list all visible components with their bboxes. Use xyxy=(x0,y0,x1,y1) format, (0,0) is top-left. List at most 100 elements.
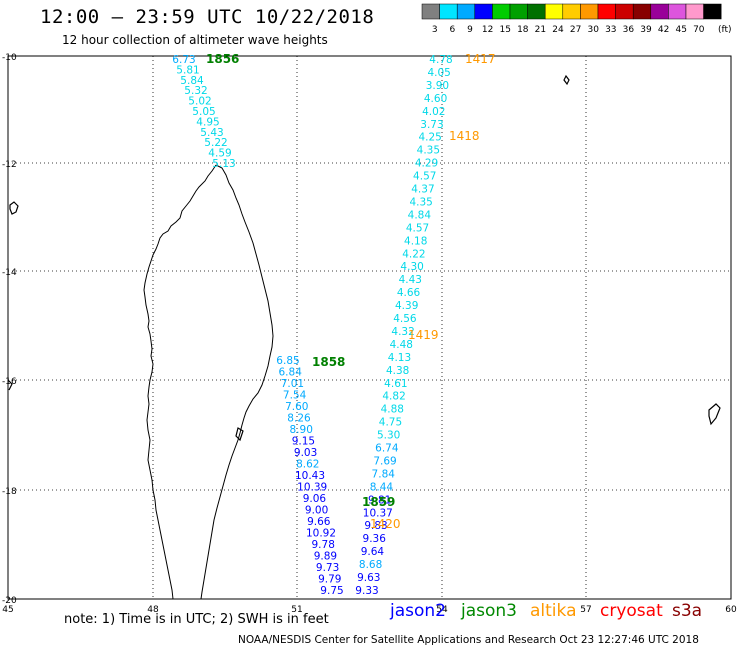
track-1417-value: 9.83 xyxy=(364,520,387,532)
legend-tick-label: 15 xyxy=(499,25,510,35)
legend-unit: (ft) xyxy=(718,25,732,35)
lon-tick-label: 51 xyxy=(291,605,302,615)
legend-tick-label: 36 xyxy=(623,25,635,35)
pass-label-1856: 1856 xyxy=(206,52,239,66)
track-1858-value: 7.01 xyxy=(281,378,304,390)
legend-tick-label: 39 xyxy=(640,25,652,35)
legend-tick-label: 9 xyxy=(467,25,473,35)
track-1856-value: 5.43 xyxy=(200,127,223,139)
color-legend: 3 6 9 12 15 18 21 24 27 30 33 36 39 42 45 70 (ft) xyxy=(421,3,732,35)
track-1417-value: 7.69 xyxy=(373,455,396,467)
track-1858-value: 8.26 xyxy=(287,413,311,425)
pass-label-1419: 1419 xyxy=(408,328,439,342)
legend-tick-label: 42 xyxy=(658,25,669,35)
credit-line: NOAA/NESDIS Center for Satellite Applica… xyxy=(238,634,699,646)
track-1856-value: 5.32 xyxy=(184,85,207,97)
track-1417-value: 4.30 xyxy=(400,261,423,273)
legend-tick-label: 27 xyxy=(570,25,581,35)
satellite-legend-jason2: jason2 xyxy=(390,601,446,621)
track-1417-value: 4.48 xyxy=(390,339,413,351)
legend-tick-label: 21 xyxy=(535,25,546,35)
track-1858-value: 9.78 xyxy=(312,539,335,551)
pass-label-1418: 1418 xyxy=(449,129,480,143)
lat-tick-label: -10 xyxy=(2,53,17,63)
track-1417-value: 4.25 xyxy=(418,132,441,144)
track-1858-value: 7.54 xyxy=(283,390,307,402)
track-1417-value: 5.30 xyxy=(377,430,400,442)
legend-tick-label: 6 xyxy=(450,25,456,35)
track-1858-value: 8.62 xyxy=(296,459,319,471)
map-frame xyxy=(7,55,732,600)
track-1858-value: 9.15 xyxy=(292,436,315,448)
legend-swatch xyxy=(703,3,722,20)
track-1856-value: 6.73 xyxy=(172,54,195,66)
track-1858-value: 6.84 xyxy=(279,367,303,379)
footer-note: note: 1) Time is in UTC; 2) SWH is in fe… xyxy=(64,612,329,627)
track-1417-value: 4.29 xyxy=(415,158,438,170)
satellite-legend-cryosat: cryosat xyxy=(600,601,663,621)
track-1858-value: 6.85 xyxy=(276,355,299,367)
track-1417-value: 4.82 xyxy=(382,391,405,403)
track-1417-value: 4.39 xyxy=(395,300,418,312)
track-1417-value: 4.66 xyxy=(397,287,421,299)
lon-tick-label: 54 xyxy=(436,605,448,615)
satellite-legend-jason3: jason3 xyxy=(461,601,517,621)
track-1417-value: 4.61 xyxy=(384,378,407,390)
track-1417-value: 8.44 xyxy=(370,481,394,493)
track-1417-value: 9.64 xyxy=(361,546,385,558)
track-1858-value: 9.00 xyxy=(305,505,328,517)
track-1858-value: 8.90 xyxy=(290,424,313,436)
legend-tick-label: 18 xyxy=(517,25,529,35)
track-1417-value: 3.73 xyxy=(420,119,443,131)
track-1417-value: 4.37 xyxy=(411,184,434,196)
track-1417-value: 4.22 xyxy=(402,248,425,260)
madagascar-coastline xyxy=(143,164,217,600)
track-1417-value: 8.68 xyxy=(359,559,382,571)
track-1417-value: 4.75 xyxy=(379,417,402,429)
satellite-legend-s3a: s3a xyxy=(672,601,703,621)
lat-tick-label: -12 xyxy=(2,160,17,170)
legend-tick-label: 33 xyxy=(605,25,616,35)
track-1858-value: 10.92 xyxy=(306,528,336,540)
legend-tick-label: 30 xyxy=(587,25,599,35)
track-1858-value: 9.79 xyxy=(318,574,341,586)
track-1417-value: 7.84 xyxy=(372,468,396,480)
track-1417-value: 4.84 xyxy=(408,209,432,221)
track-1417-value: 10.37 xyxy=(363,507,393,519)
track-1858-value: 9.66 xyxy=(307,516,331,528)
track-1856-value: 5.05 xyxy=(192,106,215,118)
lon-tick-label: 45 xyxy=(2,605,13,615)
track-1417-value: 9.33 xyxy=(355,585,378,597)
lon-tick-label: 48 xyxy=(147,605,159,615)
track-1417-value: 3.90 xyxy=(426,80,449,92)
legend-tick-label: 45 xyxy=(675,25,686,35)
island-coastline xyxy=(235,427,244,442)
track-1417-value: 4.57 xyxy=(413,171,436,183)
lat-tick-label: -20 xyxy=(2,596,17,606)
track-1856-value: 5.84 xyxy=(180,75,204,87)
track-1858-value: 9.73 xyxy=(316,562,339,574)
track-1417-value: 9.63 xyxy=(357,572,380,584)
legend-tick-label: 3 xyxy=(432,25,438,35)
track-1858-value: 9.03 xyxy=(294,447,317,459)
track-1417-value: 4.35 xyxy=(409,196,432,208)
island-coastline xyxy=(9,201,19,215)
track-1858-value: 9.06 xyxy=(303,493,327,505)
track-1417-value: 4.57 xyxy=(406,222,429,234)
track-1856-value: 5.02 xyxy=(188,96,211,108)
pass-label-1420: 1420 xyxy=(370,517,401,531)
map-title: 12:00 – 23:59 UTC 10/22/2018 xyxy=(40,6,375,28)
track-1417-value: 4.18 xyxy=(404,235,427,247)
track-1417-value: 4.88 xyxy=(381,404,404,416)
legend-tick-label: 70 xyxy=(693,25,705,35)
pass-label-1417: 1417 xyxy=(465,52,496,66)
map-subtitle: 12 hour collection of altimeter wave hei… xyxy=(62,33,328,47)
track-1417-value: 9.36 xyxy=(363,533,387,545)
lat-tick-label: -14 xyxy=(2,268,17,278)
track-1417-value: 6.74 xyxy=(375,443,399,455)
track-1417-value: 4.56 xyxy=(393,313,417,325)
island-coastline xyxy=(563,74,570,86)
track-1417-value: 4.60 xyxy=(424,93,447,105)
madagascar-east-coastline xyxy=(200,164,274,600)
